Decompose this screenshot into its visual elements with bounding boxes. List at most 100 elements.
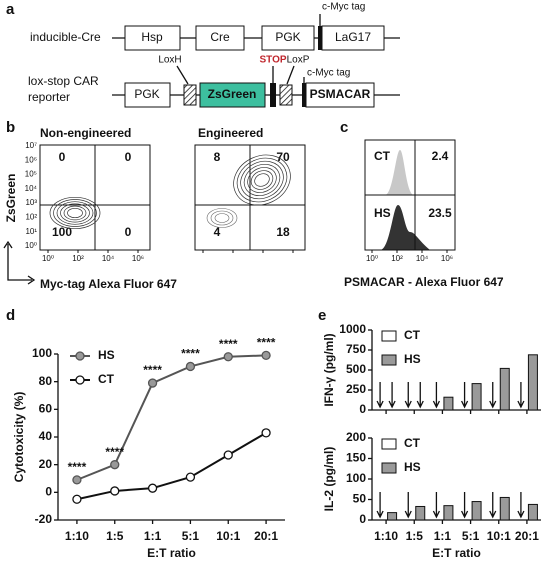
x-tick-label: 1:10 [65, 529, 89, 543]
gene-box [195, 25, 245, 51]
contour [56, 201, 94, 225]
below-detection-arrow [432, 492, 440, 519]
histogram-curve [365, 205, 430, 250]
contour [63, 205, 87, 221]
significance: **** [105, 445, 124, 459]
gene-label: PSMACAR [310, 87, 371, 101]
y-axis-label: Cytotoxicity (%) [12, 392, 26, 483]
legend-marker [75, 351, 85, 361]
tag-bar [318, 26, 322, 50]
gene-label: PGK [275, 30, 300, 44]
construct-name: inducible-Cre [30, 30, 101, 44]
data-point [223, 450, 233, 460]
x-tick-label: 10:1 [216, 529, 240, 543]
y-tick-label: 100 [32, 346, 52, 360]
x-tick-label: 5:1 [462, 529, 480, 543]
y-tick-label: 10⁶ [25, 155, 37, 164]
y-tick-label: 60 [39, 402, 53, 416]
panel-label: b [6, 119, 15, 136]
legend-label: CT [98, 372, 115, 386]
bar [415, 505, 426, 521]
leader [176, 65, 189, 85]
construct-name: lox-stop CAR [28, 74, 99, 88]
bar [499, 496, 510, 521]
y-tick-label: 40 [39, 429, 53, 443]
legend-swatch [381, 354, 397, 366]
data-point [185, 361, 196, 372]
below-detection-arrow [376, 492, 384, 519]
axis-arrow [3, 240, 36, 285]
x-tick-label: 10⁰ [42, 254, 54, 263]
below-detection-arrow [489, 492, 497, 519]
y-tick-label: 80 [39, 374, 53, 388]
x-tick-label: 1:5 [106, 529, 124, 543]
contour [247, 167, 277, 193]
below-detection-arrow [416, 382, 424, 409]
y-tick-label: 20 [39, 457, 53, 471]
quadrant-value: 4 [214, 225, 221, 239]
x-tick-label: 10² [72, 254, 84, 263]
tag-bar [302, 83, 306, 107]
gene-label: LaG17 [335, 30, 371, 44]
y-tick-label: 0 [359, 512, 366, 526]
x-tick-label: 5:1 [182, 529, 200, 543]
x-tick-label: 10² [391, 254, 403, 263]
contour [240, 160, 284, 200]
below-detection-arrow [388, 382, 396, 409]
contour [250, 170, 274, 190]
quadrant-value: 0 [59, 150, 66, 164]
significance: **** [257, 336, 276, 350]
data-point [147, 483, 158, 493]
leader [286, 65, 295, 85]
x-tick-label: 10⁴ [102, 254, 115, 263]
y-axis-label: IFN-γ (pg/ml) [322, 333, 336, 406]
plot-title: Non-engineered [40, 126, 131, 140]
gene-box [305, 82, 375, 108]
lox-site [183, 84, 197, 106]
quadrant-value: 18 [276, 225, 290, 239]
x-tick-label: 1:5 [406, 529, 424, 543]
legend-label: CT [404, 436, 421, 450]
x-axis-label: Myc-tag Alexa Fluor 647 [40, 277, 177, 291]
below-detection-arrow [376, 382, 384, 409]
group-label: HS [374, 206, 391, 220]
panel-label: a [6, 1, 15, 18]
plot-title: Engineered [198, 126, 263, 140]
below-detection-arrow [432, 382, 440, 409]
below-detection-arrow [517, 492, 525, 519]
gene-label: ZsGreen [208, 87, 257, 101]
y-tick-label: 10⁴ [25, 184, 38, 193]
gene-label: Cre [210, 30, 230, 44]
gene-box [124, 25, 181, 51]
y-tick-label: -20 [35, 512, 53, 526]
significance: **** [219, 337, 238, 351]
y-tick-label: 10⁷ [25, 141, 37, 150]
data-point [110, 460, 120, 470]
panel-label: e [318, 307, 326, 324]
x-tick-label: 1:1 [144, 529, 162, 543]
bar [527, 503, 538, 521]
contour [233, 154, 291, 206]
gene-label: Hsp [141, 30, 163, 44]
y-tick-label: 150 [346, 451, 366, 465]
legend-marker [75, 375, 85, 385]
quadrant-value: 0 [125, 225, 132, 239]
x-tick-label: 10⁰ [366, 254, 378, 263]
lox-site [279, 84, 293, 106]
significance: **** [181, 347, 200, 361]
data-point [72, 494, 82, 504]
contour [53, 199, 97, 227]
bar [527, 354, 538, 411]
y-axis-label: ZsGreen [4, 174, 18, 223]
y-tick-label: 10⁰ [25, 241, 37, 250]
x-tick-label: 20:1 [254, 529, 278, 543]
lox-label: LoxP [287, 55, 310, 66]
y-tick-label: 50 [353, 492, 367, 506]
below-detection-arrow [517, 382, 525, 409]
data-point [147, 378, 158, 388]
quadrant-value: 0 [125, 150, 132, 164]
legend-label: HS [404, 352, 421, 366]
contour [60, 203, 90, 223]
panel-label: c [340, 119, 348, 136]
stop-label: STOP [259, 55, 286, 66]
